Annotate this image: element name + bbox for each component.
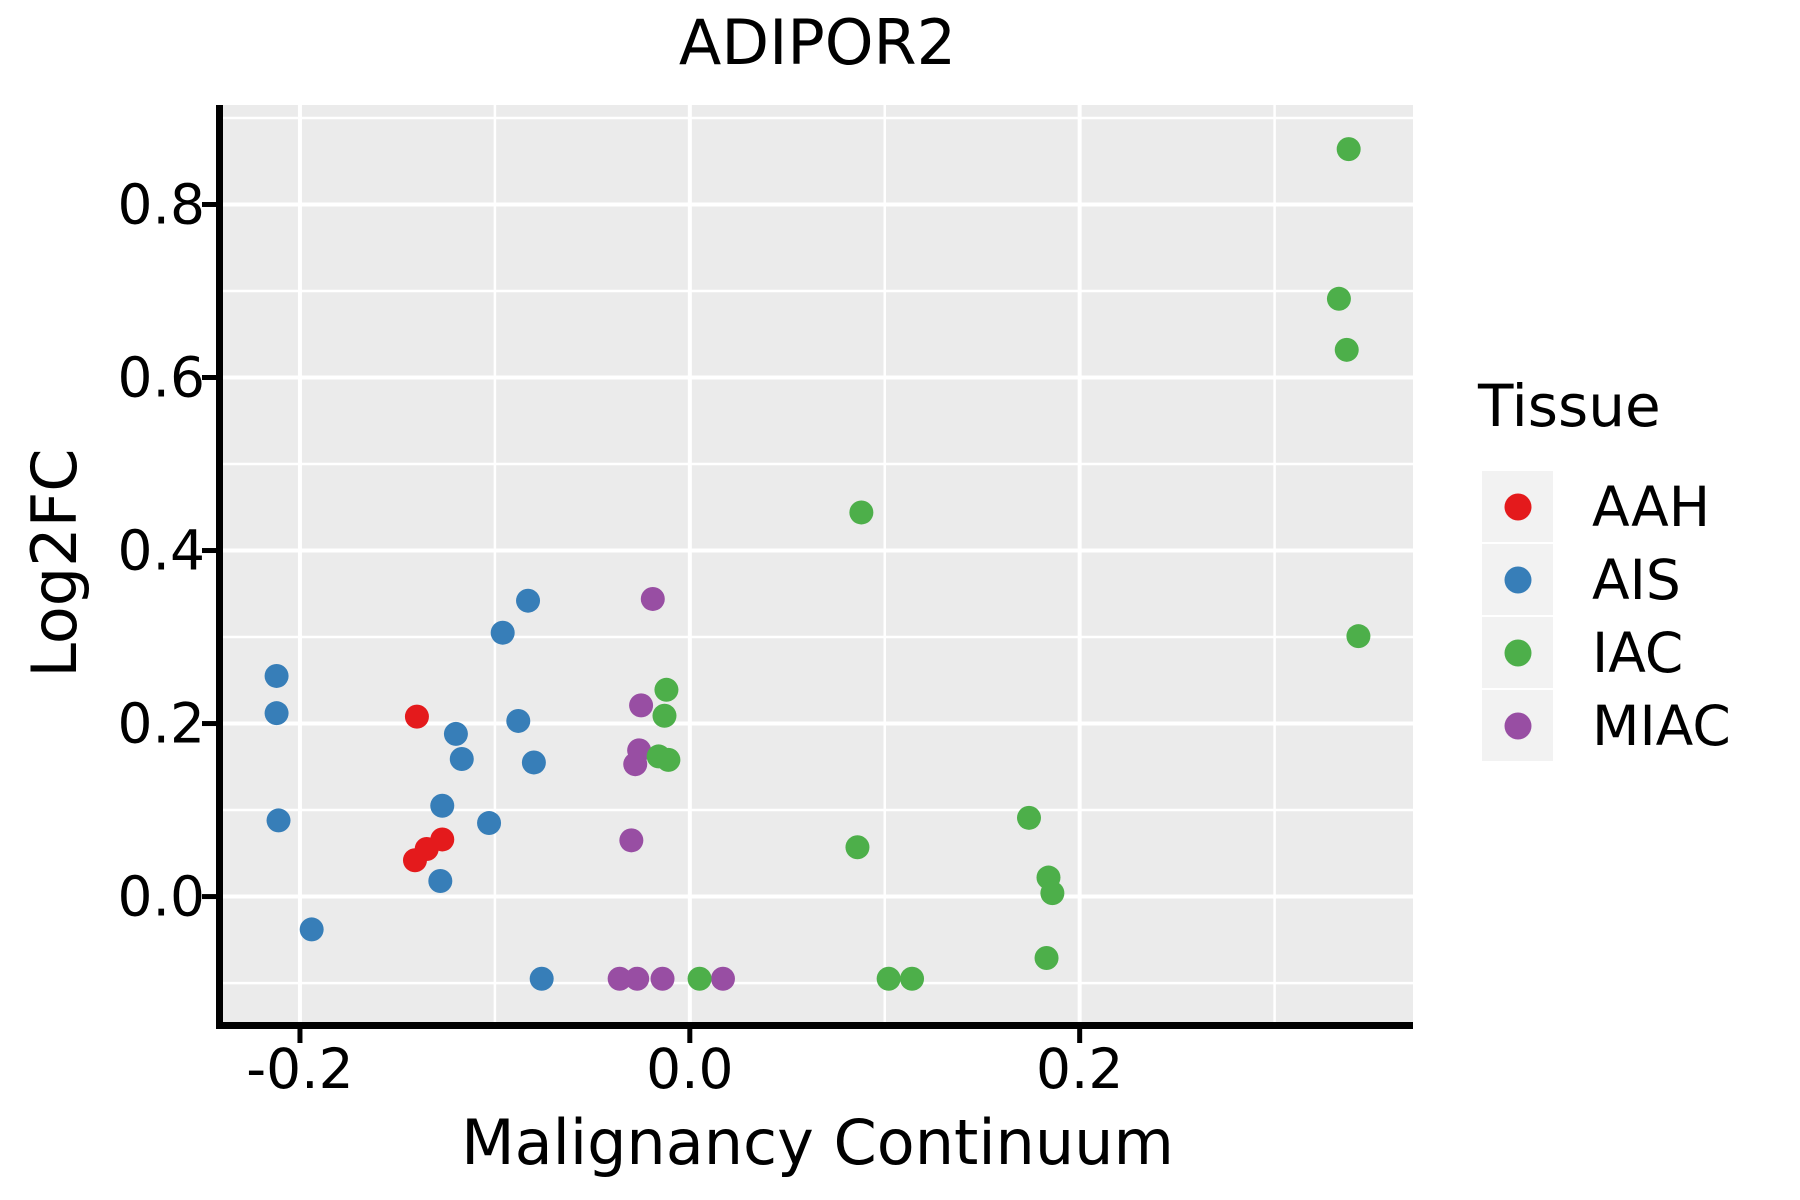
legend-dot-icon [1504, 712, 1531, 739]
legend-item-aah: AAH [1482, 470, 1731, 543]
data-point-miac [619, 828, 644, 853]
data-point-iac [1034, 945, 1059, 970]
legend-key [1482, 690, 1553, 761]
data-point-iac [845, 835, 870, 860]
data-point-ais [430, 793, 455, 818]
legend-items: AAH AIS IAC MIAC [1482, 470, 1731, 762]
data-point-ais [264, 701, 289, 726]
data-point-miac [607, 966, 632, 991]
y-axis-label: Log2FC [18, 448, 91, 678]
data-point-ais [299, 917, 324, 942]
legend-item-label: MIAC [1592, 693, 1731, 758]
data-point-iac [652, 703, 677, 728]
legend-item-miac: MIAC [1482, 689, 1731, 762]
data-point-iac [1040, 881, 1065, 906]
data-point-iac [900, 966, 925, 991]
x-tick-label: 0.2 [1036, 1037, 1123, 1101]
y-tick-label: 0.2 [118, 692, 205, 756]
legend-item-label: AAH [1592, 474, 1711, 539]
legend-item-iac: IAC [1482, 616, 1731, 689]
data-point-ais [529, 966, 554, 991]
data-point-ais [506, 708, 531, 733]
plot-panel [222, 105, 1413, 1022]
legend-dot-icon [1504, 493, 1531, 520]
data-point-iac [1326, 286, 1351, 311]
data-point-miac [710, 966, 735, 991]
data-point-iac [1336, 137, 1361, 162]
data-point-ais [443, 721, 468, 746]
data-point-miac [650, 966, 675, 991]
data-point-ais [521, 750, 546, 775]
y-tick-label: 0.0 [118, 865, 205, 929]
data-point-iac [1334, 337, 1359, 362]
data-point-iac [687, 966, 712, 991]
data-point-aah [402, 848, 427, 873]
data-point-iac [654, 677, 679, 702]
legend-item-ais: AIS [1482, 543, 1731, 616]
legend-key [1482, 617, 1553, 688]
data-point-iac [1016, 805, 1041, 830]
legend-dot-icon [1504, 566, 1531, 593]
legend-title: Tissue [1478, 372, 1661, 440]
data-point-ais [490, 620, 515, 645]
legend-key [1482, 544, 1553, 615]
y-tick-label: 0.6 [118, 346, 205, 410]
chart-title: ADIPOR2 [678, 6, 957, 79]
x-tick-label: 0.0 [646, 1037, 733, 1101]
data-point-iac [849, 500, 874, 525]
y-tick-label: 0.8 [118, 172, 205, 236]
legend-dot-icon [1504, 639, 1531, 666]
data-point-miac [640, 586, 665, 611]
data-point-aah [404, 704, 429, 729]
data-point-ais [264, 663, 289, 688]
legend-item-label: IAC [1592, 620, 1684, 685]
data-point-ais [477, 811, 502, 836]
y-tick-label: 0.4 [118, 519, 205, 583]
data-point-iac [656, 747, 681, 772]
x-axis-label: Malignancy Continuum [461, 1106, 1174, 1179]
data-point-iac [1346, 624, 1371, 649]
data-point-ais [266, 808, 291, 833]
data-point-miac [629, 693, 654, 718]
data-point-ais [428, 868, 453, 893]
data-point-ais [449, 747, 474, 772]
data-point-miac [623, 752, 648, 777]
legend-item-label: AIS [1592, 547, 1681, 612]
legend: Tissue AAH AIS IAC MIAC [1478, 372, 1731, 762]
legend-key [1482, 471, 1553, 542]
data-point-miac [625, 966, 650, 991]
data-point-iac [876, 966, 901, 991]
data-point-ais [516, 588, 541, 613]
x-tick-label: -0.2 [246, 1037, 353, 1101]
